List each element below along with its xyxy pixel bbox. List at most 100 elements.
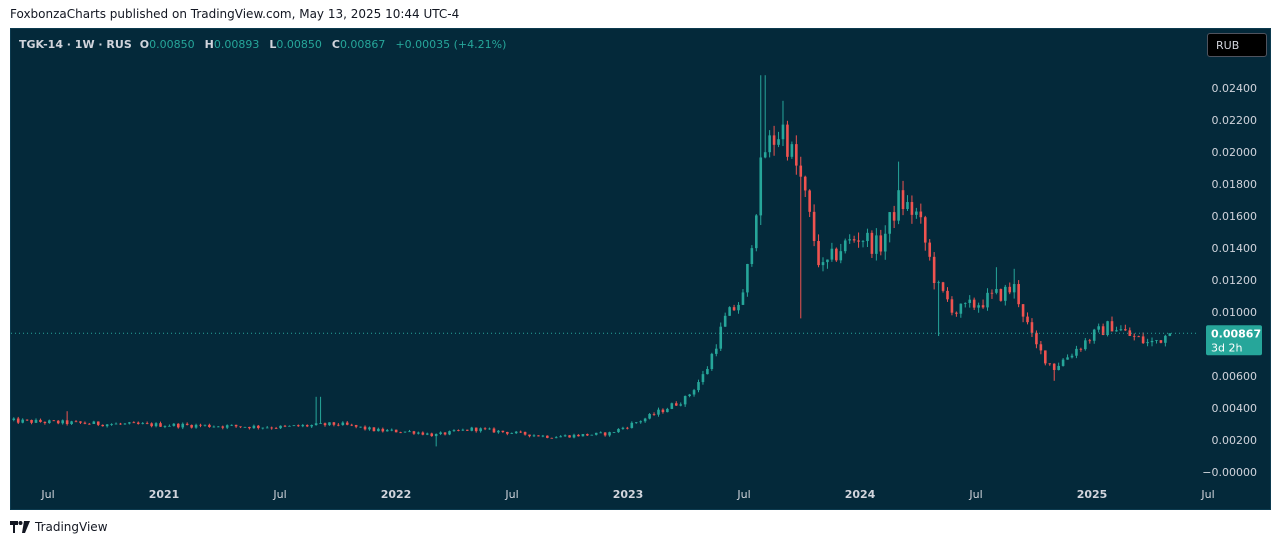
candle [981, 299, 985, 309]
candle-body [292, 425, 296, 427]
candle-body [1132, 335, 1136, 337]
candle [857, 232, 860, 248]
candle [901, 180, 905, 216]
candle-body [514, 431, 518, 434]
candle [888, 211, 891, 243]
tradingview-logo[interactable]: TradingView [10, 520, 108, 534]
candle [88, 423, 91, 425]
candle-body [417, 432, 420, 434]
candle [679, 402, 683, 407]
candle [172, 423, 176, 427]
candle-body [399, 432, 402, 434]
candle [323, 422, 327, 427]
candle-body [528, 434, 531, 437]
candle-body [1155, 340, 1158, 341]
candle-body [897, 190, 900, 221]
candle-body [190, 424, 193, 428]
candle-body [1012, 284, 1016, 293]
candle [1155, 340, 1158, 344]
candle-body [136, 422, 140, 424]
candle-body [52, 420, 56, 422]
candle-body [1017, 284, 1020, 305]
candle-body [946, 290, 949, 300]
candle-body [145, 423, 149, 425]
candle [541, 434, 545, 438]
candle-body [835, 248, 838, 261]
candle-body [803, 176, 807, 191]
candle-body [172, 423, 176, 426]
currency-button[interactable]: RUB [1207, 33, 1267, 57]
candle [835, 247, 838, 262]
candle-body [941, 282, 945, 291]
candle [892, 205, 896, 229]
publisher-credit: FoxbonzaCharts published on TradingView.… [10, 7, 460, 21]
candle [661, 408, 665, 414]
candle-body [128, 422, 131, 424]
candle-body [772, 135, 776, 145]
candle [803, 175, 807, 197]
candle [208, 423, 211, 428]
candle [114, 422, 118, 425]
candle-body [995, 289, 998, 293]
candle-body [79, 421, 82, 423]
x-tick-label: 2023 [613, 488, 644, 501]
candle-body [701, 374, 705, 383]
candle-body [981, 305, 985, 308]
candle-body [568, 435, 571, 438]
candlestick-series [12, 75, 1172, 447]
candle [385, 429, 389, 432]
candle [648, 413, 651, 420]
candle [866, 228, 869, 248]
candle-body [225, 425, 229, 428]
candle-body [932, 256, 936, 284]
candle [1057, 362, 1060, 371]
candle-body [474, 427, 478, 432]
candle [599, 431, 602, 434]
candle-body [461, 429, 465, 431]
x-tick-label: 2024 [845, 488, 876, 501]
candle [328, 422, 331, 426]
y-tick-label: 0.01600 [1212, 210, 1258, 223]
candle [1137, 335, 1140, 338]
candle-body [301, 425, 305, 427]
candle [852, 235, 856, 243]
candle-body [661, 409, 665, 413]
candle [786, 120, 789, 161]
candle-body [310, 425, 313, 427]
candle [248, 426, 251, 430]
candle [21, 418, 24, 424]
candle [528, 434, 531, 438]
candle [52, 420, 56, 422]
candle [1044, 350, 1047, 366]
candle-body [230, 424, 233, 426]
candle [1026, 312, 1029, 325]
candle-body [719, 326, 723, 349]
candle-body [866, 232, 869, 242]
candle-body [959, 303, 963, 314]
candle-body [61, 420, 64, 424]
candle-body [955, 312, 958, 314]
candle [1079, 347, 1083, 352]
candle-body [48, 420, 51, 424]
candle-body [337, 424, 340, 426]
candle-body [523, 431, 527, 435]
candle-body [728, 307, 731, 316]
candle [795, 135, 798, 175]
candle [537, 435, 540, 437]
candle [372, 427, 376, 432]
candle [1146, 338, 1149, 347]
candle [906, 195, 909, 211]
candle [572, 433, 576, 439]
candle [710, 352, 714, 371]
candle [848, 234, 851, 244]
candle [30, 419, 33, 425]
price-chart[interactable]: 0.02400 0.02200 0.02000 0.01800 0.01600 0.014… [11, 29, 1270, 509]
chart-panel[interactable]: 0.02400 0.02200 0.02000 0.01800 0.01600 0.014… [10, 28, 1271, 510]
candle [1092, 328, 1096, 344]
candle-body [968, 299, 972, 303]
candle [145, 421, 149, 425]
candle-body [470, 427, 474, 431]
candle [1003, 284, 1007, 306]
candle [377, 427, 380, 432]
candle-body [457, 430, 460, 431]
